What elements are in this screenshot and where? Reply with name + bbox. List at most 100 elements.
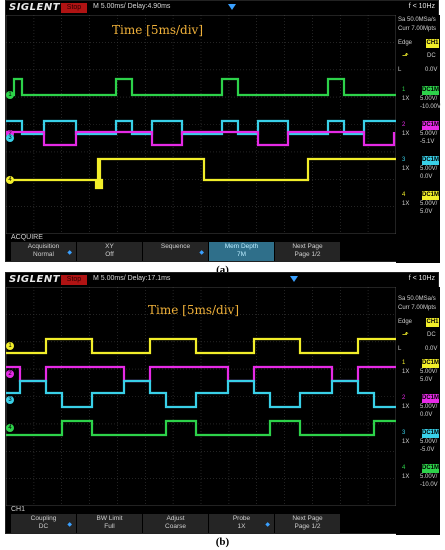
softkey-label: Next Page: [292, 515, 323, 522]
softkey-mem-depth[interactable]: Mem Depth 7M: [209, 242, 275, 261]
softkey-bw-limit[interactable]: BW Limit Full: [77, 514, 143, 533]
trigger-type: Edge: [398, 319, 413, 325]
softkey-xy[interactable]: XY Off: [77, 242, 143, 261]
timebase-readout: M 5.00ms/ Delay:17.1ms: [93, 275, 171, 282]
probe-attenuation: 1X: [402, 369, 410, 375]
waveform-display: [6, 15, 396, 234]
channel-3-offset-marker-icon[interactable]: 3: [6, 396, 14, 404]
softkey-label: Probe: [232, 515, 251, 522]
oscilloscope-screen-b: SIGLENT Stop M 5.00ms/ Delay:17.1ms f < …: [5, 272, 440, 535]
softkey-next-page[interactable]: Next Page Page 1/2: [275, 514, 341, 533]
channel-number: 4: [402, 465, 406, 471]
trigger-mode: L: [398, 346, 402, 352]
softkey-probe[interactable]: Probe 1X ◆: [209, 514, 275, 533]
probe-attenuation: 1X: [402, 96, 410, 102]
trigger-level: 0.0V: [425, 67, 438, 73]
softkey-value: Full: [104, 523, 115, 530]
softkey-value: Page 1/2: [294, 523, 321, 530]
softkey-adjust[interactable]: Adjust Coarse: [143, 514, 209, 533]
rising-edge-icon: ⬏: [402, 51, 409, 60]
softkey-sequence[interactable]: Sequence ◆: [143, 242, 209, 261]
vertical-offset: -5.1V: [420, 139, 435, 145]
trigger-position-icon[interactable]: [228, 4, 236, 10]
timebase-readout: M 5.00ms/ Delay:4.90ms: [93, 3, 171, 10]
softkey-label: Acquisition: [27, 243, 60, 250]
channel-coupling-badge[interactable]: DC1M: [422, 359, 440, 368]
vertical-scale: 5.00V/: [420, 474, 438, 480]
channel-1-offset-marker-icon[interactable]: 1: [6, 91, 14, 99]
trigger-position-icon[interactable]: [290, 276, 298, 282]
softkey-next-page[interactable]: Next Page Page 1/2: [275, 242, 341, 261]
menu-title: CH1: [11, 506, 26, 513]
frequency-counter: f < 10Hz: [408, 3, 435, 10]
channel-1-trace: [6, 337, 396, 355]
channel-coupling-badge[interactable]: DC1M: [422, 191, 440, 200]
vertical-scale: 5.00V/: [420, 166, 438, 172]
softkey-label: Adjust: [166, 515, 185, 522]
channel-number: 4: [402, 192, 406, 198]
softkey-label: Next Page: [292, 243, 323, 250]
trigger-mode: L: [398, 67, 402, 73]
siglent-logo: SIGLENT: [9, 274, 61, 285]
softkey-value: 1X: [237, 523, 246, 530]
sample-rate: Sa 50.0MSa/s: [398, 296, 436, 302]
softkey-label: BW Limit: [96, 515, 123, 522]
channel-3-trace: [6, 379, 396, 409]
softkey-value: Coarse: [165, 523, 186, 530]
trigger-source-badge[interactable]: CH1: [426, 318, 439, 327]
vertical-scale: 5.00V/: [420, 439, 438, 445]
softkey-coupling[interactable]: Coupling DC ◆: [11, 514, 77, 533]
vertical-offset: 0.0V: [420, 412, 433, 418]
channel-number: 3: [402, 157, 406, 163]
panel-caption-b: (b): [215, 536, 230, 548]
trigger-type: Edge: [398, 40, 413, 46]
submenu-arrow-icon: ◆: [265, 522, 270, 528]
probe-attenuation: 1X: [402, 166, 410, 172]
channel-4-offset-marker-icon[interactable]: 4: [6, 424, 14, 432]
softkey-label: Mem Depth: [224, 243, 259, 250]
run-stop-status[interactable]: Stop: [61, 275, 87, 285]
channel-coupling-badge[interactable]: DC1M: [422, 156, 440, 165]
probe-attenuation: 1X: [402, 474, 410, 480]
channel-coupling-badge[interactable]: DC1M: [422, 121, 440, 130]
softkey-bar: Coupling DC ◆ BW Limit Full Adjust Coarse Probe…: [6, 514, 440, 533]
trigger-level: 0.0V: [425, 346, 438, 352]
channel-2-offset-marker-icon[interactable]: 2: [6, 370, 14, 378]
softkey-acquisition[interactable]: Acquisition Normal ◆: [11, 242, 77, 261]
probe-attenuation: 1X: [402, 439, 410, 445]
channel-3-offset-marker-icon[interactable]: 3: [6, 134, 14, 142]
time-scale-annotation: Time [5ms/div]: [112, 23, 204, 37]
vertical-scale: 5.00V/: [420, 201, 438, 207]
vertical-scale: 5.00V/: [420, 96, 438, 102]
vertical-offset: 5.0V: [420, 209, 433, 215]
channel-4-offset-marker-icon[interactable]: 4: [6, 176, 14, 184]
channel-coupling-badge[interactable]: DC1M: [422, 86, 440, 95]
channel-3-trace: [6, 119, 396, 136]
waveform-display: [6, 287, 396, 506]
channel-4-trace: [6, 157, 396, 190]
channel-1-trace: [6, 77, 396, 97]
trigger-source-badge[interactable]: CH1: [426, 39, 439, 48]
channel-coupling-badge[interactable]: DC1M: [422, 464, 440, 473]
channel-number: 2: [402, 122, 406, 128]
time-scale-annotation: Time [5ms/div]: [148, 303, 240, 317]
channel-2-trace: [6, 130, 396, 147]
status-bar: SIGLENT Stop M 5.00ms/ Delay:17.1ms f < …: [6, 273, 438, 287]
channel-1-offset-marker-icon[interactable]: 1: [6, 342, 14, 350]
vertical-offset: 0.0V: [420, 174, 433, 180]
channel-coupling-badge[interactable]: DC1M: [422, 394, 440, 403]
vertical-offset: -5.0V: [420, 447, 435, 453]
probe-attenuation: 1X: [402, 201, 410, 207]
trigger-coupling: DC: [427, 53, 436, 59]
softkey-value: Page 1/2: [294, 251, 321, 258]
run-stop-status[interactable]: Stop: [61, 3, 87, 13]
vertical-offset: 5.0V: [420, 377, 433, 383]
channel-number: 2: [402, 395, 406, 401]
channel-coupling-badge[interactable]: DC1M: [422, 429, 440, 438]
softkey-value: 7M: [236, 251, 247, 258]
probe-attenuation: 1X: [402, 131, 410, 137]
frequency-counter: f < 10Hz: [408, 275, 435, 282]
rising-edge-icon: ⬏: [402, 330, 409, 339]
channel-number: 1: [402, 360, 406, 366]
softkey-value: Normal: [33, 251, 54, 258]
